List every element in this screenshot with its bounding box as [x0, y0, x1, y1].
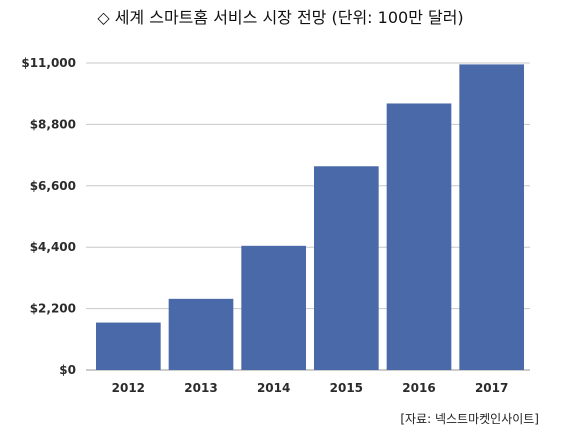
bar: [168, 298, 234, 370]
y-tick-label: $4,400: [30, 240, 76, 254]
bars: [95, 64, 525, 371]
y-axis-ticks: $0 $2,200 $4,400 $6,600 $8,800 $11,000: [21, 56, 76, 377]
bar: [459, 64, 525, 371]
x-tick-label: 2014: [257, 381, 290, 395]
y-tick-label: $6,600: [30, 179, 76, 193]
x-tick-label: 2012: [112, 381, 145, 395]
x-tick-label: 2017: [475, 381, 508, 395]
y-tick-label: $8,800: [30, 117, 76, 131]
x-tick-label: 2016: [402, 381, 435, 395]
x-tick-label: 2013: [184, 381, 217, 395]
x-axis-ticks: 2012 2013 2014 2015 2016 2017: [112, 381, 509, 395]
gridlines: [86, 62, 530, 371]
y-tick-label: $0: [59, 363, 76, 377]
chart-title: ◇ 세계 스마트홈 서비스 시장 전망 (단위: 100만 달러): [97, 8, 464, 27]
y-tick-label: $11,000: [21, 56, 76, 70]
bar: [241, 245, 307, 370]
y-tick-label: $2,200: [30, 302, 76, 316]
source-note: [자료: 넥스트마켓인사이트]: [400, 412, 539, 426]
x-tick-label: 2015: [330, 381, 363, 395]
bar: [313, 166, 379, 370]
bar: [386, 103, 452, 370]
bar: [95, 322, 161, 370]
